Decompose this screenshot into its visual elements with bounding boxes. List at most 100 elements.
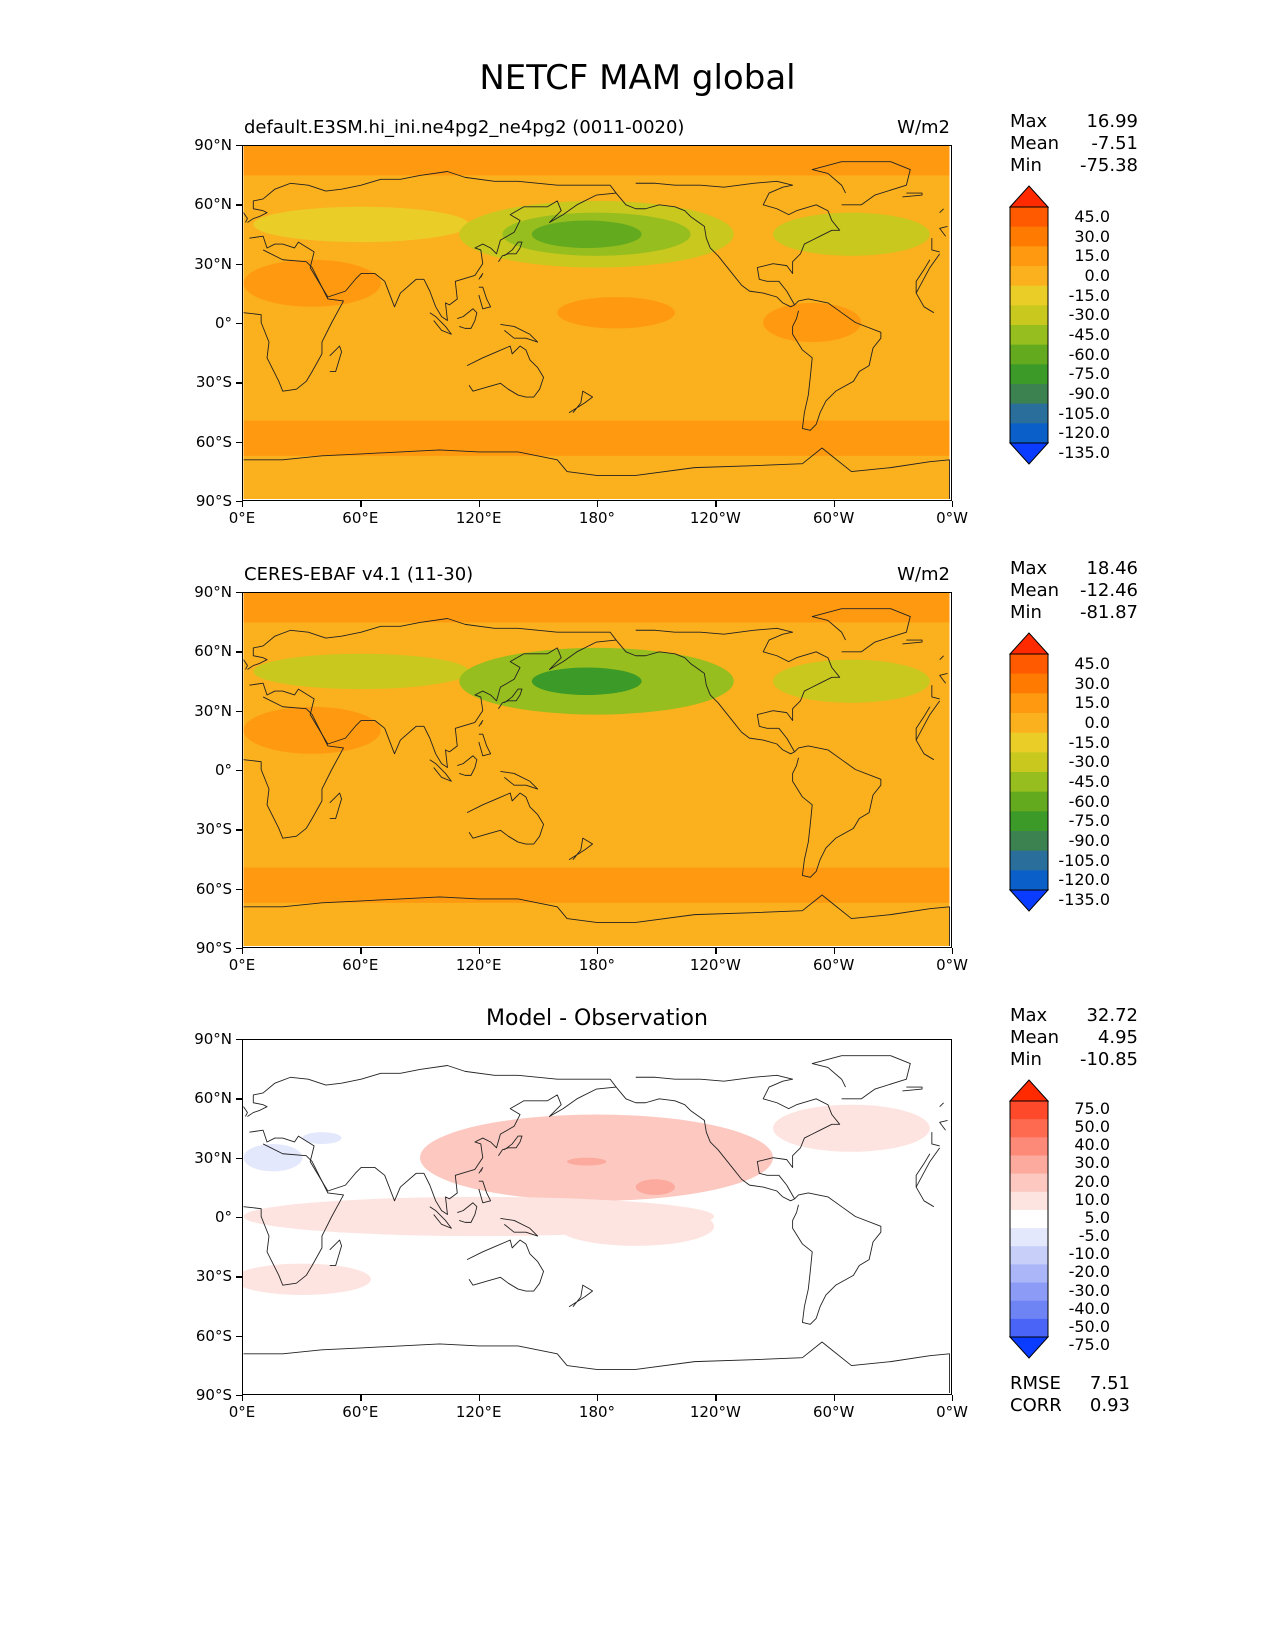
colorbar-tick-label: -30.0 [1068, 752, 1110, 772]
panel-1-max: 16.99 [1086, 111, 1138, 132]
lon-tick [478, 1395, 480, 1401]
panel-2-title: CERES-EBAF v4.1 (11-30) [244, 564, 474, 585]
colorbar-tick-label: -15.0 [1068, 732, 1110, 752]
colorbar-segment [1010, 1209, 1048, 1229]
lat-tick-label: 90°S [195, 492, 232, 510]
lon-tick-label: 60°E [342, 956, 379, 974]
colorbar-tick-label: 45.0 [1074, 207, 1110, 226]
lat-tick-label: 30°N [194, 701, 232, 720]
colorbar-segment [1010, 654, 1048, 675]
lat-tick [236, 501, 242, 503]
lat-tick [236, 1276, 242, 1278]
colorbar-segment [1010, 1101, 1048, 1120]
lon-tick [242, 948, 244, 954]
lon-tick-label: 60°E [342, 509, 379, 527]
field-arctic [243, 593, 950, 623]
lat-tick [236, 651, 242, 653]
field-north-atlantic [773, 659, 930, 703]
panel-1-units: W/m2 [897, 117, 950, 138]
colorbar-tick-label: 0.0 [1084, 713, 1110, 732]
colorbar-tick-label: 15.0 [1074, 693, 1110, 713]
lon-tick [952, 948, 954, 954]
colorbar-segment [1010, 226, 1048, 247]
field-north-atlantic [773, 212, 930, 256]
colorbar-segment [1010, 831, 1048, 852]
colorbar-tick-label: -105.0 [1058, 403, 1110, 423]
lat-tick-label: 30°S [195, 1267, 232, 1286]
colorbar-tick-label: -50.0 [1068, 1316, 1110, 1336]
colorbar-segment [1010, 1318, 1048, 1338]
colorbar-tick-label: -40.0 [1068, 1298, 1110, 1318]
lat-tick [236, 592, 242, 594]
colorbar-segment [1010, 693, 1048, 714]
lat-tick-label: 90°S [195, 939, 232, 957]
colorbar-tick-label: -135.0 [1058, 443, 1110, 462]
colorbar-tick-label: -90.0 [1068, 384, 1110, 403]
lat-tick [236, 204, 242, 206]
colorbar-extend-max [1008, 1079, 1050, 1102]
lon-tick-label: 120°W [689, 956, 741, 974]
field-arabian-sea [243, 706, 381, 754]
coastlines [243, 1055, 950, 1393]
rmse-value: 7.51 [1089, 1373, 1130, 1394]
colorbar-extend-max [1008, 632, 1050, 655]
colorbar-tick-label: -120.0 [1058, 423, 1110, 443]
panel-1-mean: -7.51 [1091, 133, 1138, 154]
lon-tick-label: 60°W [812, 1403, 855, 1421]
panel-2-min: -81.87 [1079, 602, 1138, 623]
field-tropical-pacific [557, 297, 675, 329]
lon-tick [715, 501, 717, 507]
colorbar-tick-label: 20.0 [1074, 1171, 1110, 1191]
lon-tick [242, 1395, 244, 1401]
field-arabian-sea [243, 259, 381, 307]
field-amazon [763, 302, 862, 343]
field-storm-track [531, 220, 642, 248]
lon-tick-label: 0°W [936, 1403, 968, 1421]
colorbar-tick-label: -60.0 [1068, 791, 1110, 811]
colorbar-tick-label: 50.0 [1074, 1117, 1110, 1137]
colorbar-segment [1010, 811, 1048, 832]
lat-tick-label: 0° [214, 761, 232, 779]
panel-2-units: W/m2 [897, 564, 950, 585]
field-eurasia [253, 206, 470, 243]
lon-tick-label: 0°W [936, 956, 968, 974]
field-eurasia [253, 653, 470, 690]
panel-1-field [243, 146, 950, 499]
colorbar-tick-label: 75.0 [1074, 1099, 1110, 1118]
lat-tick [236, 382, 242, 384]
lon-tick [715, 1395, 717, 1401]
colorbar-tick-label: -75.0 [1068, 1335, 1110, 1354]
lon-tick-label: 180° [578, 1403, 616, 1421]
lat-tick-label: 0° [214, 1208, 232, 1226]
panel-3-title: Model - Observation [486, 1006, 708, 1031]
colorbar-tick-label: 10.0 [1074, 1189, 1110, 1209]
colorbar-segment [1010, 752, 1048, 773]
lon-tick-label: 120°W [689, 509, 741, 527]
lon-tick-label: 120°E [455, 956, 502, 974]
colorbar-extend-max [1008, 185, 1050, 208]
panel-2-colorbar [1008, 632, 1050, 912]
field-southern-ocean [243, 867, 950, 903]
colorbar-segment [1010, 772, 1048, 793]
lat-tick [236, 829, 242, 831]
lat-tick-label: 60°S [195, 1326, 232, 1345]
colorbar-tick-label: -135.0 [1058, 890, 1110, 909]
lon-tick [715, 948, 717, 954]
colorbar-segment [1010, 325, 1048, 346]
lon-tick-label: 0°E [228, 1403, 256, 1421]
colorbar-extend-min [1008, 1336, 1050, 1359]
lon-tick-label: 60°W [812, 509, 855, 527]
panel-1-title: default.E3SM.hi_ini.ne4pg2_ne4pg2 (0011-… [244, 117, 685, 138]
lon-tick-label: 0°E [228, 509, 256, 527]
lon-tick-label: 60°W [812, 956, 855, 974]
lat-tick-label: 90°N [194, 136, 232, 154]
colorbar-segment [1010, 713, 1048, 734]
lon-tick [478, 501, 480, 507]
lon-tick [242, 501, 244, 507]
panel-3-footer-stats: RMSE 7.51 CORR 0.93 [1010, 1373, 1130, 1416]
lon-tick-label: 0°E [228, 956, 256, 974]
lat-tick [236, 323, 242, 325]
lat-tick [236, 1098, 242, 1100]
lat-tick-label: 60°S [195, 879, 232, 898]
lon-tick [360, 1395, 362, 1401]
